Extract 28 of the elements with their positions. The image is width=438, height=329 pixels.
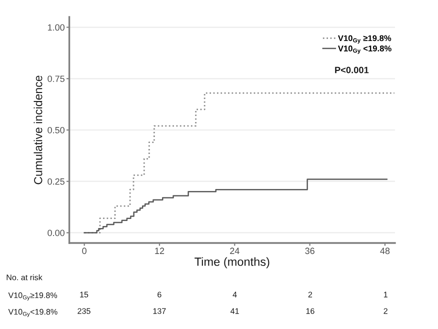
data-label: 15 xyxy=(80,292,88,298)
x-axis-title: Time (months) xyxy=(194,257,270,268)
legend-label: V10$_{Gy}$ ≥19.8% xyxy=(338,35,392,44)
data-label: 16 xyxy=(306,308,314,314)
data-label: 1 xyxy=(384,292,388,298)
data-label: 41 xyxy=(230,308,239,314)
y-tick-label: V10$_{Gy}$≥19.8% xyxy=(8,292,58,300)
data-label: 235 xyxy=(78,308,90,314)
y-tick-label: V10$_{Gy}$<19.8% xyxy=(8,308,58,317)
annotation: P<0.001 xyxy=(335,66,369,74)
x-tick-label: 36 xyxy=(305,248,314,254)
y-tick-label: 0.25 xyxy=(48,178,64,185)
x-tick-label: 24 xyxy=(230,248,240,254)
y-tick-label: 0.50 xyxy=(48,126,65,134)
y-tick-label: 0.75 xyxy=(48,76,64,82)
data-label: 2 xyxy=(308,292,312,298)
data-label: 2 xyxy=(384,308,388,314)
data-label: 137 xyxy=(153,308,166,314)
legend-label: V10$_{Gy}$ <19.8% xyxy=(338,46,392,54)
x-tick-label: 48 xyxy=(380,248,390,254)
x-tick-label: 12 xyxy=(155,248,164,254)
y-tick-label: 0.00 xyxy=(48,230,65,236)
data-label: 4 xyxy=(232,292,237,298)
chart-title: No. at risk xyxy=(6,274,42,280)
y-tick-label: 1.00 xyxy=(48,24,65,31)
x-tick-label: 0 xyxy=(82,248,86,254)
data-label: 6 xyxy=(158,292,162,298)
y-axis-title: Cumulative incidence xyxy=(34,76,42,184)
